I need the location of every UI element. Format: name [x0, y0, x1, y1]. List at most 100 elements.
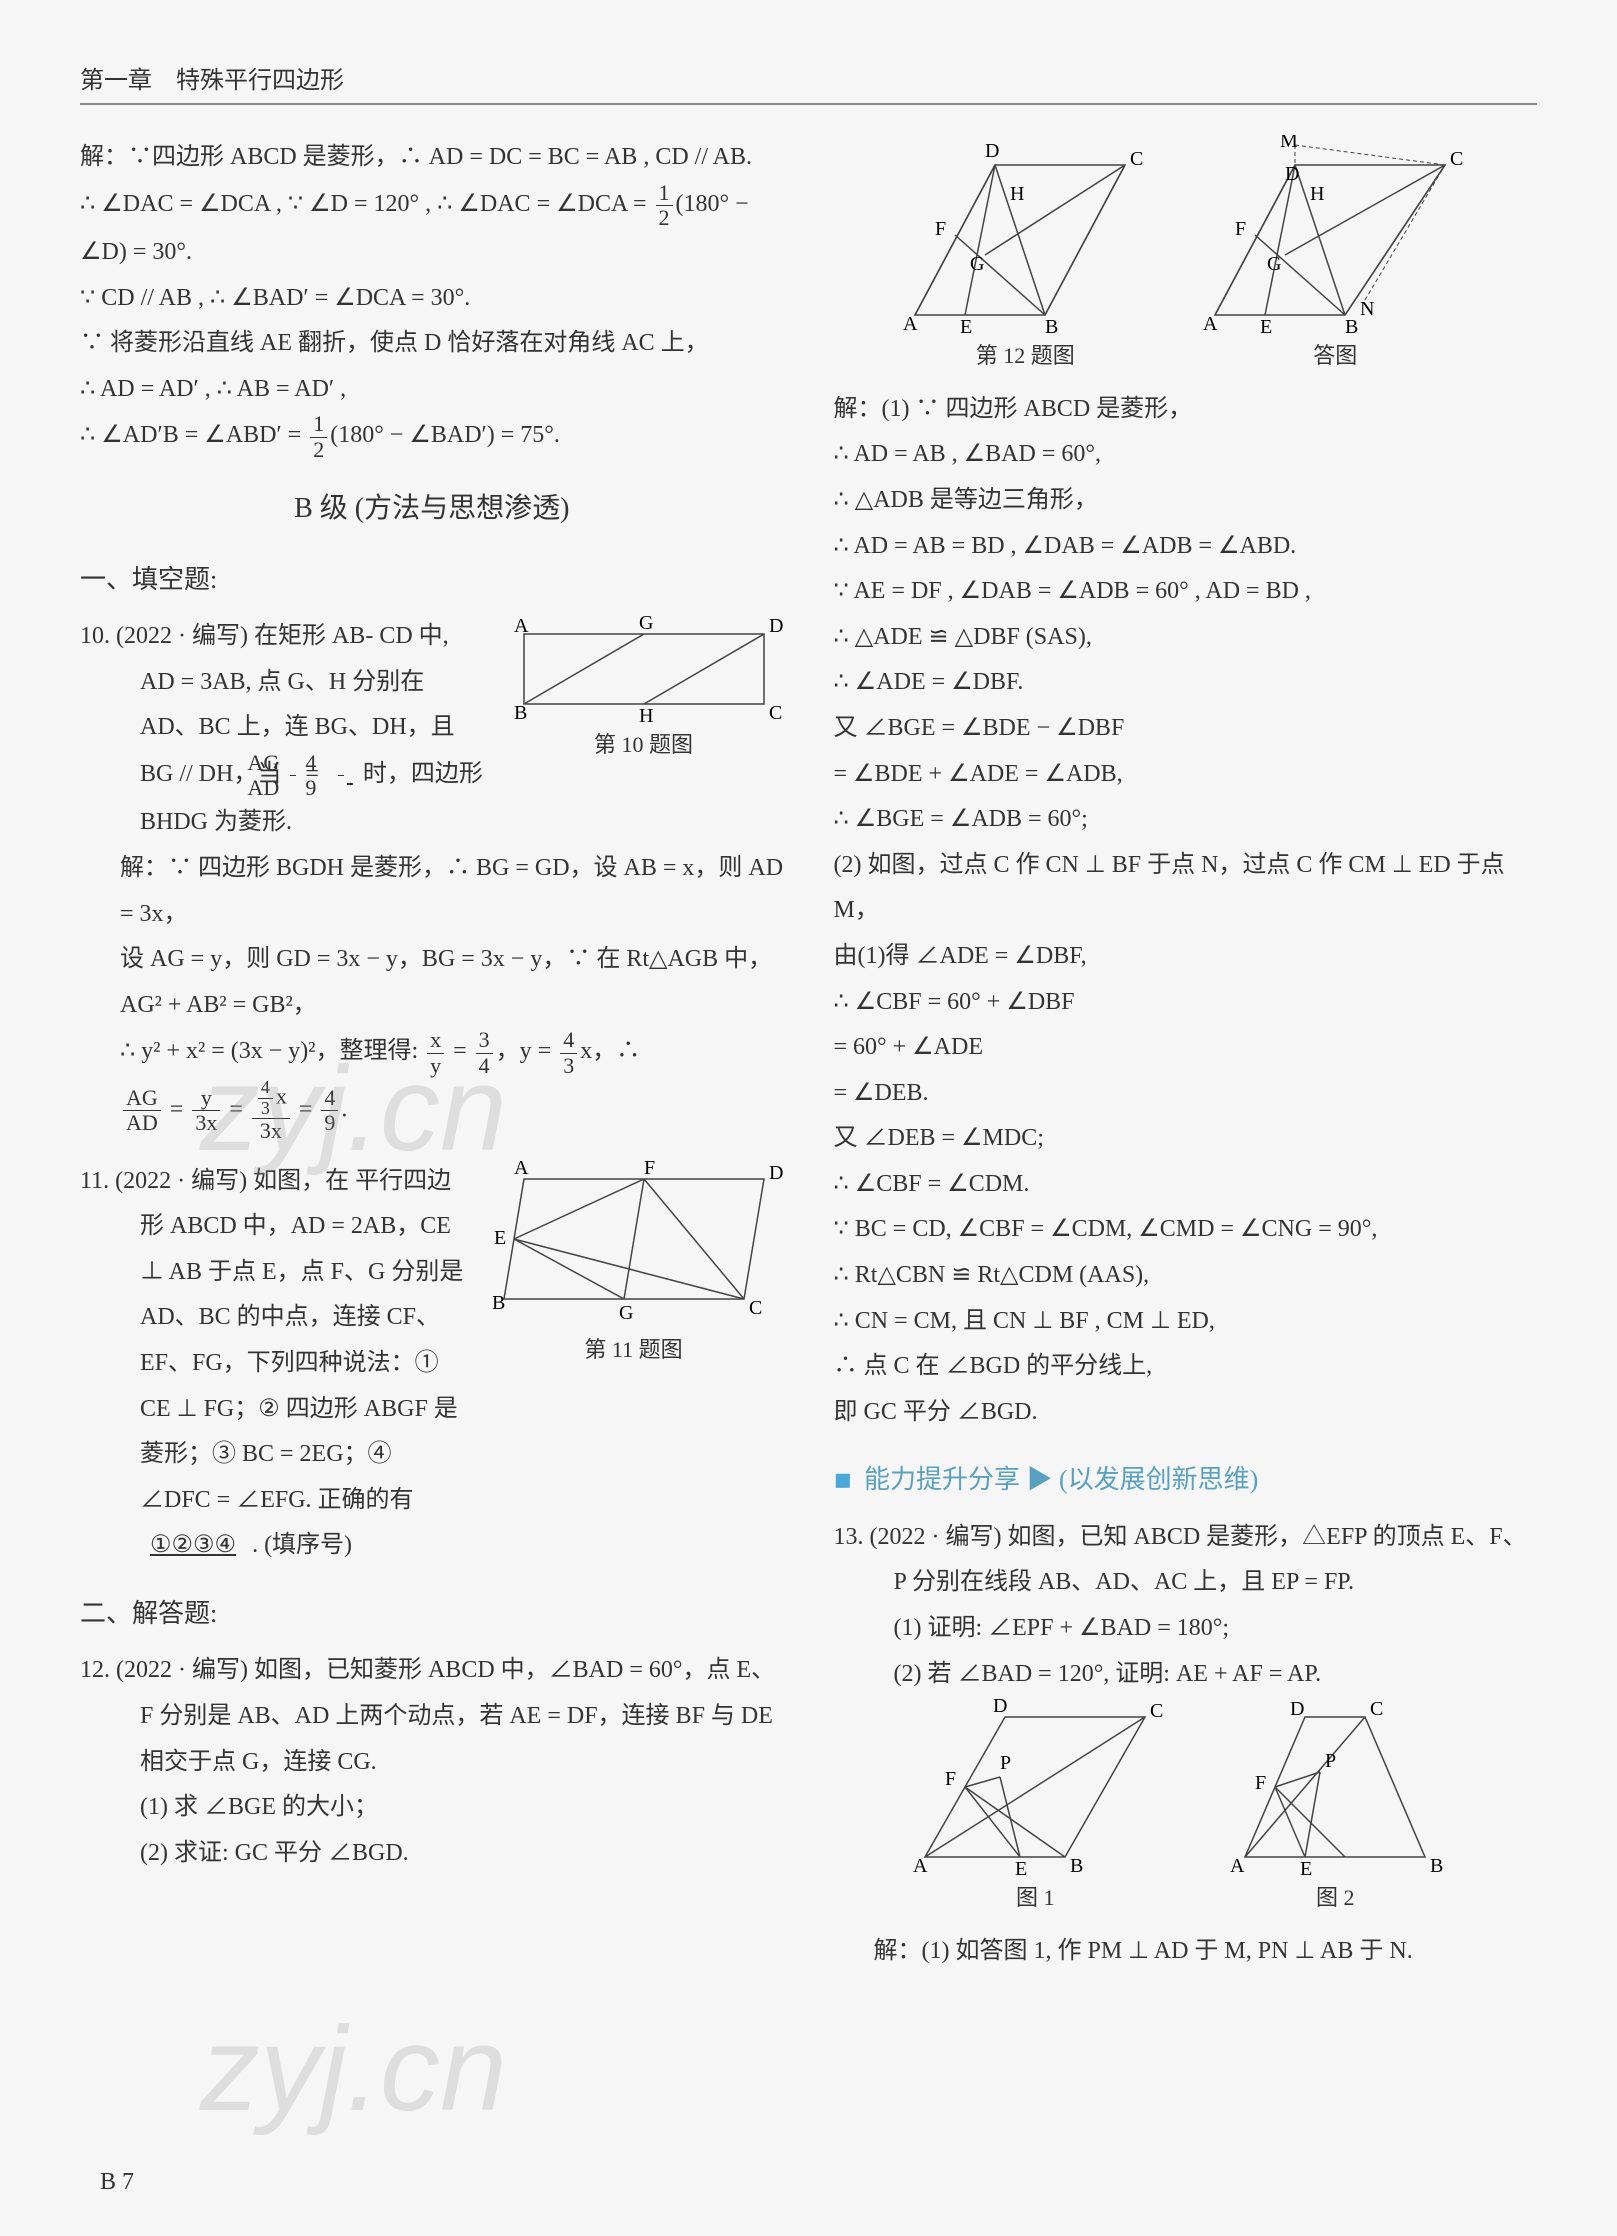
q12-solution: 解：(1) ∵ 四边形 ABCD 是菱形， ∴ AD = AB , ∠BAD =…	[834, 387, 1538, 1436]
watermark-2: zyj.cn	[200, 2000, 507, 2138]
sol-line: ∴ CN = CM, 且 CN ⊥ BF , CM ⊥ ED,	[834, 1299, 1538, 1345]
svg-text:A: A	[514, 1159, 529, 1179]
sol-line: ∴ y² + x² = (3x − y)²，整理得: xy = 34，y = 4…	[120, 1028, 784, 1077]
answer-blank: 49	[325, 761, 363, 787]
sol-line: AGAD = y3x = 43x3x = 49.	[120, 1078, 784, 1144]
q12-fig-right: A B C D E F G H M N 答图	[1195, 135, 1475, 377]
sol-line: ∴ ∠AD′B = ∠ABD′ = 12(180° − ∠BAD′) = 75°…	[80, 412, 784, 461]
svg-text:A: A	[903, 313, 918, 335]
q12-caption-a: 第 12 题图	[976, 335, 1075, 377]
sol-line: ∴ AD = AD′ , ∴ AB = AD′ ,	[80, 367, 784, 413]
svg-text:F: F	[1255, 1772, 1266, 1794]
solution-top: 解：∵四边形 ABCD 是菱形，∴ AD = DC = BC = AB , CD…	[80, 135, 784, 462]
sol-line: ∴ 点 C 在 ∠BGD 的平分线上,	[834, 1344, 1538, 1390]
sol-line: 解：∵ 四边形 BGDH 是菱形，∴ BG = GD，设 AB = x，则 AD…	[120, 846, 784, 937]
chapter-header: 第一章 特殊平行四边形	[80, 60, 1537, 105]
svg-text:B: B	[1070, 1855, 1083, 1877]
fill-blank-title: 一、填空题:	[80, 555, 784, 604]
svg-text:D: D	[985, 140, 999, 162]
q12-figure-b: A B C D E F G H M N	[1195, 135, 1475, 335]
sol-line: ∵ 将菱形沿直线 AE 翻折，使点 D 恰好落在对角线 AC 上，	[80, 321, 784, 367]
sol-line: ∴ ∠ADE = ∠DBF.	[834, 660, 1538, 706]
svg-text:E: E	[1015, 1858, 1027, 1877]
q11-text: 11. (2022 · 编写) 如图，在 平行四边形 ABCD 中，AD = 2…	[80, 1159, 464, 1569]
sol-line: 又 ∠DEB = ∠MDC;	[834, 1116, 1538, 1162]
question-10: 10. (2022 · 编写) 在矩形 AB- CD 中, AD = 3AB, …	[80, 614, 784, 846]
fraction: 12	[656, 181, 673, 230]
svg-text:D: D	[1290, 1698, 1304, 1720]
sol-line: = ∠DEB.	[834, 1071, 1538, 1117]
q10-caption: 第 10 题图	[594, 724, 693, 766]
q-body: (2022 · 编写) 如图，在 平行四边形 ABCD 中，AD = 2AB，C…	[115, 1168, 463, 1513]
sol-line: ∴ AD = AB = BD , ∠DAB = ∠ADB = ∠ABD.	[834, 524, 1538, 570]
sol-line: ∵ AE = DF , ∠DAB = ∠ADB = 60° , AD = BD …	[834, 569, 1538, 615]
q13-p2: (2) 若 ∠BAD = 120°, 证明: AE + AF = AP.	[894, 1652, 1538, 1698]
sol-line: ∴ ∠CBF = ∠CDM.	[834, 1162, 1538, 1208]
q13-fig1: A B C D E F P 图 1	[905, 1697, 1165, 1919]
sol-line: ∴ Rt△CBN ≌ Rt△CDM (AAS),	[834, 1253, 1538, 1299]
svg-text:H: H	[1010, 183, 1024, 205]
svg-text:B: B	[1045, 316, 1058, 335]
sol-line: 由(1)得 ∠ADE = ∠DBF,	[834, 934, 1538, 980]
svg-text:D: D	[993, 1697, 1007, 1717]
q-num: 12.	[80, 1657, 110, 1683]
svg-text:D: D	[1285, 163, 1299, 185]
answer-title: 二、解答题:	[80, 1589, 784, 1638]
answer-blank: ①②③④	[140, 1532, 246, 1558]
q-num: 11.	[80, 1168, 109, 1194]
sol-line: = 60° + ∠ADE	[834, 1025, 1538, 1071]
sol-line: 解：∵四边形 ABCD 是菱形，∴ AD = DC = BC = AB , CD…	[80, 135, 784, 181]
page-number: B 7	[100, 2169, 134, 2196]
q12-caption-b: 答图	[1313, 335, 1357, 377]
question-11: 11. (2022 · 编写) 如图，在 平行四边形 ABCD 中，AD = 2…	[80, 1159, 784, 1569]
q-body: (2022 · 编写) 如图，已知菱形 ABCD 中，∠BAD = 60°，点 …	[116, 1657, 775, 1774]
svg-text:C: C	[1450, 148, 1463, 170]
q-num: 10.	[80, 623, 110, 649]
svg-text:N: N	[1360, 298, 1374, 320]
svg-text:A: A	[1203, 313, 1218, 335]
sol-line: 又 ∠BGE = ∠BDE − ∠DBF	[834, 706, 1538, 752]
svg-text:F: F	[644, 1159, 655, 1179]
q10-solution: 解：∵ 四边形 BGDH 是菱形，∴ BG = GD，设 AB = x，则 AD…	[80, 846, 784, 1144]
question-13: 13. (2022 · 编写) 如图，已知 ABCD 是菱形，△EFP 的顶点 …	[834, 1515, 1538, 1697]
q13-solution: 解：(1) 如答图 1, 作 PM ⊥ AD 于 M, PN ⊥ AB 于 N.	[834, 1929, 1538, 1975]
fraction: 12	[310, 412, 327, 461]
q13-figure-2: A B C D E F P	[1205, 1697, 1465, 1877]
q12-fig-left: A B C D E F G H 第 12 题图	[895, 135, 1155, 377]
q10-figure: A D B C G H	[504, 614, 784, 724]
svg-text:C: C	[1370, 1698, 1383, 1720]
svg-text:H: H	[1310, 183, 1324, 205]
q12-p2: (2) 求证: GC 平分 ∠BGD.	[140, 1831, 784, 1877]
two-column-layout: 解：∵四边形 ABCD 是菱形，∴ AD = DC = BC = AB , CD…	[80, 135, 1537, 1975]
svg-text:D: D	[769, 1162, 783, 1184]
fraction-ag-ad: AGAD	[290, 751, 296, 800]
svg-text:C: C	[749, 1297, 762, 1319]
q-lead: (2022 · 编写) 在矩形 AB-	[116, 623, 373, 649]
q10-text: 10. (2022 · 编写) 在矩形 AB- CD 中, AD = 3AB, …	[80, 614, 484, 846]
svg-text:E: E	[494, 1227, 506, 1249]
sol-line: ∴ △ADE ≌ △DBF (SAS),	[834, 615, 1538, 661]
svg-text:F: F	[935, 218, 946, 240]
svg-text:P: P	[1325, 1750, 1336, 1772]
q13-fig2: A B C D E F P 图 2	[1205, 1697, 1465, 1919]
q10-figure-block: A D B C G H 第 10 题图	[504, 614, 784, 766]
q13-caption-1: 图 1	[1016, 1877, 1055, 1919]
ability-label: 能力提升分享 ▶ (以发展创新思维)	[864, 1465, 1258, 1494]
svg-text:P: P	[1000, 1752, 1011, 1774]
sol-line: 设 AG = y，则 GD = 3x − y，BG = 3x − y，∵ 在 R…	[120, 937, 784, 1028]
svg-text:M: M	[1280, 135, 1298, 152]
sol-line: 解：(1) ∵ 四边形 ABCD 是菱形，	[834, 387, 1538, 433]
svg-text:E: E	[960, 316, 972, 335]
svg-text:B: B	[514, 702, 527, 724]
svg-text:H: H	[639, 705, 653, 724]
q-num: 13.	[834, 1524, 864, 1550]
svg-text:B: B	[492, 1292, 505, 1314]
svg-text:G: G	[1267, 253, 1281, 275]
q11-figure-block: A D B C E F G 第 11 题图	[484, 1159, 784, 1371]
page: 第一章 特殊平行四边形 解：∵四边形 ABCD 是菱形，∴ AD = DC = …	[0, 0, 1617, 2236]
q12-p1: (1) 求 ∠BGE 的大小；	[140, 1785, 784, 1831]
q12-figures: A B C D E F G H 第 12 题图	[834, 135, 1538, 377]
q13-caption-2: 图 2	[1316, 1877, 1355, 1919]
q13-figures: A B C D E F P 图 1	[834, 1697, 1538, 1919]
q11-caption: 第 11 题图	[584, 1329, 682, 1371]
